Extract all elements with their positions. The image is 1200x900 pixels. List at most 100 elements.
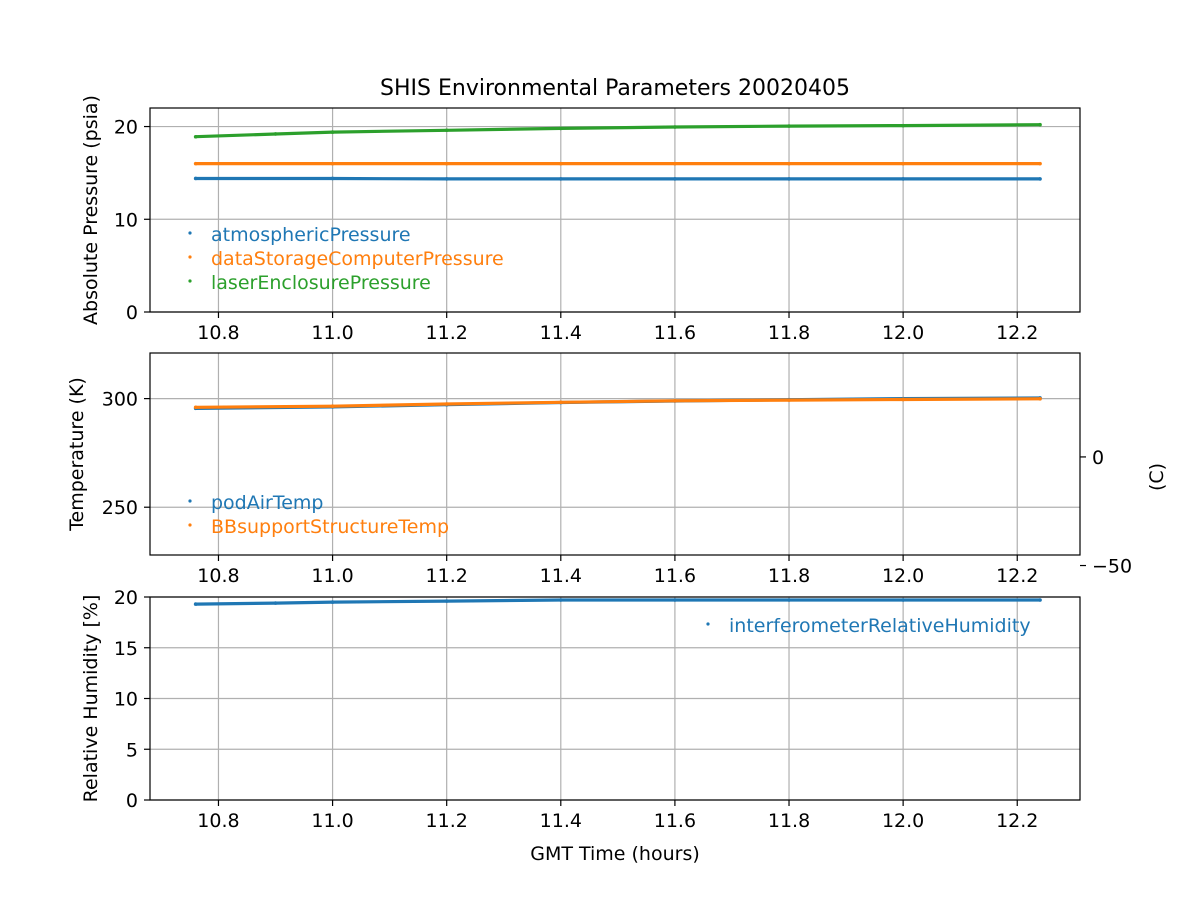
- data-point: [193, 161, 198, 166]
- data-point: [673, 398, 677, 403]
- data-point: [558, 161, 563, 166]
- data-point: [673, 125, 677, 129]
- axes-frame: [149, 107, 1081, 313]
- y-axis-label: Temperature (K): [66, 377, 88, 532]
- data-point: [1038, 598, 1042, 602]
- data-point: [901, 161, 905, 166]
- x-tick-label: 11.2: [426, 322, 468, 344]
- series-interferometerRelativeHumidity: [193, 598, 1042, 606]
- y-tick-label: 300: [102, 389, 138, 411]
- y-tick-label: 20: [114, 587, 138, 609]
- x-tick-label: 11.0: [311, 810, 353, 832]
- data-point: [444, 128, 449, 133]
- data-point: [787, 598, 791, 602]
- data-point: [1038, 122, 1042, 127]
- x-tick-label: 11.8: [768, 565, 810, 587]
- series-BBsupportStructureTemp: [193, 397, 1042, 410]
- x-tick-label: 10.8: [197, 565, 239, 587]
- x-tick-label: 12.0: [882, 810, 924, 832]
- panel-1: 10.8 11.0 11.2 11.4 11.6 11.8 12.0 12.2 0 10 20 Abs…: [80, 95, 1081, 344]
- x-tick-label: 11.4: [540, 565, 582, 587]
- data-point: [330, 161, 335, 166]
- x-tick-label: 10.8: [197, 810, 239, 832]
- x-tick-label: 11.2: [426, 565, 468, 587]
- y2-axis-label: (C): [1146, 463, 1168, 491]
- y-tick-label: 15: [114, 638, 138, 660]
- x-tick-label: 12.0: [882, 565, 924, 587]
- data-point: [901, 177, 905, 181]
- x-tick-label: 12.0: [882, 322, 924, 344]
- data-point: [558, 177, 563, 181]
- y-tick-label: 10: [114, 209, 138, 231]
- data-point: [1038, 177, 1042, 181]
- legend-label: dataStorageComputerPressure: [211, 248, 504, 270]
- legend-marker: [188, 231, 192, 235]
- x-tick-label: 11.8: [768, 322, 810, 344]
- x-tick-label: 11.6: [654, 810, 696, 832]
- panels: 10.8 11.0 11.2 11.4 11.6 11.8 12.0 12.2 0 10 20 Abs…: [66, 95, 1168, 832]
- data-point: [901, 397, 905, 402]
- series-laserEnclosurePressure: [193, 122, 1042, 139]
- legend-label: podAirTemp: [211, 492, 323, 514]
- y-tick-label: 10: [114, 689, 138, 711]
- y-axis-label: Absolute Pressure (psia): [80, 95, 102, 325]
- data-point: [901, 598, 905, 602]
- series-line: [195, 397, 1041, 409]
- data-point: [673, 161, 677, 166]
- data-point: [444, 177, 449, 181]
- data-point: [1038, 161, 1042, 166]
- legend-marker: [188, 255, 192, 259]
- legend-label: laserEnclosurePressure: [211, 272, 431, 294]
- data-point: [444, 161, 449, 166]
- data-point: [330, 130, 335, 134]
- axes-frame: [149, 352, 1081, 556]
- data-point: [787, 124, 791, 128]
- data-point: [787, 398, 791, 402]
- panel-2: 10.8 11.0 11.2 11.4 11.6 11.8 12.0 12.2 250 300 Te…: [66, 352, 1168, 587]
- x-tick-label: 11.6: [654, 565, 696, 587]
- y-axis-label: Relative Humidity [%]: [80, 595, 102, 803]
- x-tick-label: 12.2: [996, 810, 1038, 832]
- legend-marker: [188, 279, 192, 283]
- data-point: [273, 132, 278, 136]
- y-tick-label: 5: [126, 739, 138, 761]
- data-point: [273, 601, 278, 605]
- data-point: [444, 599, 449, 603]
- x-tick-label: 11.4: [540, 322, 582, 344]
- x-tick-label: 12.2: [996, 565, 1038, 587]
- data-point: [558, 126, 563, 131]
- x-tick-label: 11.4: [540, 810, 582, 832]
- data-point: [193, 602, 198, 606]
- data-point: [787, 177, 791, 181]
- data-point: [193, 134, 198, 139]
- legend-marker: [706, 622, 710, 626]
- x-tick-label: 11.0: [311, 565, 353, 587]
- data-point: [901, 123, 905, 128]
- legend-marker: [188, 499, 192, 503]
- x-tick-label: 11.0: [311, 322, 353, 344]
- y2-tick-label: −50: [1092, 556, 1132, 578]
- panel-3: 10.8 11.0 11.2 11.4 11.6 11.8 12.0 12.2 0 5 10 15 20…: [80, 587, 1081, 832]
- data-point: [330, 600, 335, 604]
- y-tick-label: 20: [114, 117, 138, 139]
- x-tick-label: 11.2: [426, 810, 468, 832]
- x-tick-label: 12.2: [996, 322, 1038, 344]
- y2-tick-label: 0: [1092, 447, 1104, 469]
- data-point: [193, 405, 198, 410]
- data-point: [1038, 397, 1042, 401]
- data-point: [787, 161, 791, 166]
- x-tick-label: 11.6: [654, 322, 696, 344]
- data-point: [193, 176, 198, 181]
- data-point: [673, 177, 677, 181]
- x-tick-label: 11.8: [768, 810, 810, 832]
- x-tick-label: 10.8: [197, 322, 239, 344]
- legend-label: atmosphericPressure: [211, 224, 411, 246]
- series-atmosphericPressure: [193, 176, 1042, 181]
- data-point: [330, 176, 335, 181]
- data-point: [444, 402, 449, 406]
- legend-label: BBsupportStructureTemp: [211, 516, 449, 538]
- x-axis-label: GMT Time (hours): [530, 843, 700, 865]
